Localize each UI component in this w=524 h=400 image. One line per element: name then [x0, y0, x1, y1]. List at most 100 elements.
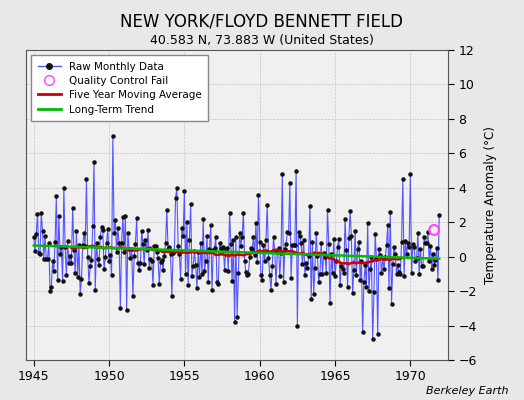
Point [213, 279, 221, 285]
Point [159, 267, 167, 274]
Point [430, 227, 439, 233]
Point [111, 217, 119, 224]
Point [301, 271, 309, 278]
Point [320, 250, 328, 256]
Point [225, 210, 234, 216]
Point [285, 230, 293, 236]
Point [107, 272, 116, 279]
Point [42, 256, 50, 262]
Point [435, 212, 443, 218]
Point [140, 260, 148, 267]
Point [426, 243, 434, 250]
Point [385, 285, 393, 291]
Point [146, 256, 155, 262]
Point [351, 228, 359, 234]
Point [130, 253, 138, 260]
Point [366, 266, 374, 272]
Point [155, 281, 163, 287]
Point [267, 287, 275, 293]
Point [302, 260, 310, 266]
Point [62, 272, 71, 278]
Point [317, 240, 325, 246]
Point [209, 247, 217, 253]
Point [416, 246, 424, 252]
Text: 40.583 N, 73.883 W (United States): 40.583 N, 73.883 W (United States) [150, 34, 374, 47]
Point [67, 260, 75, 266]
Point [77, 276, 85, 283]
Point [169, 250, 177, 256]
Point [243, 272, 252, 278]
Point [100, 266, 108, 272]
Point [321, 254, 329, 260]
Point [208, 287, 216, 293]
Point [189, 263, 198, 269]
Point [212, 234, 220, 240]
Point [294, 228, 303, 235]
Point [264, 254, 272, 261]
Point [245, 254, 254, 260]
Point [90, 159, 98, 165]
Point [71, 270, 79, 276]
Point [434, 277, 442, 283]
Point [231, 319, 239, 325]
Point [307, 296, 315, 302]
Point [248, 246, 256, 252]
Legend: Raw Monthly Data, Quality Control Fail, Five Year Moving Average, Long-Term Tren: Raw Monthly Data, Quality Control Fail, … [31, 55, 208, 121]
Point [224, 268, 233, 274]
Point [403, 239, 412, 246]
Point [266, 272, 274, 278]
Point [356, 277, 364, 283]
Point [53, 277, 62, 284]
Point [73, 274, 82, 280]
Point [250, 252, 259, 258]
Point [362, 284, 370, 290]
Point [196, 240, 205, 246]
Point [202, 258, 210, 264]
Point [150, 242, 158, 249]
Point [124, 230, 132, 236]
Point [311, 265, 319, 271]
Point [312, 230, 320, 236]
Point [425, 258, 433, 264]
Point [399, 176, 407, 182]
Point [279, 279, 288, 285]
Point [273, 249, 281, 256]
Point [154, 254, 162, 261]
Point [326, 300, 334, 307]
Point [37, 210, 46, 216]
Point [110, 229, 118, 236]
Point [92, 240, 101, 246]
Point [45, 240, 53, 246]
Point [412, 255, 421, 262]
Point [287, 274, 296, 281]
Point [275, 244, 283, 251]
Point [359, 279, 368, 286]
Point [415, 271, 423, 278]
Point [330, 236, 338, 242]
Point [228, 278, 236, 285]
Point [288, 242, 297, 248]
Point [377, 270, 386, 276]
Point [327, 251, 335, 257]
Point [324, 241, 333, 247]
Point [361, 262, 369, 268]
Point [235, 230, 244, 237]
Point [355, 238, 363, 245]
Point [216, 244, 225, 251]
Point [346, 208, 354, 214]
Point [151, 243, 160, 250]
Point [152, 249, 161, 255]
Point [305, 202, 314, 209]
Point [121, 213, 129, 219]
Point [175, 250, 183, 257]
Point [291, 242, 299, 248]
Point [232, 234, 240, 240]
Point [193, 285, 201, 292]
Point [256, 238, 264, 245]
Point [262, 237, 270, 243]
Point [354, 246, 362, 252]
Point [43, 256, 52, 262]
Point [32, 230, 40, 237]
Point [329, 270, 337, 276]
Point [188, 272, 196, 279]
